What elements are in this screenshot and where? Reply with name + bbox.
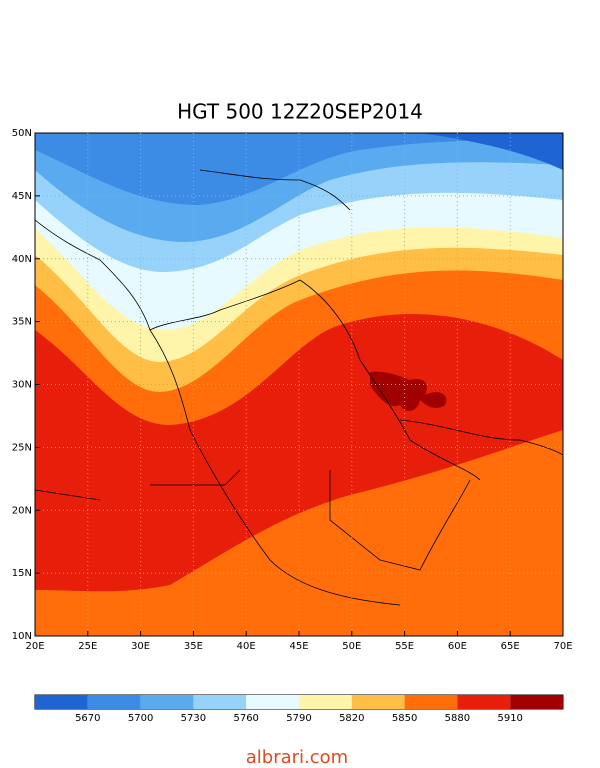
colorbar-swatch bbox=[35, 695, 88, 709]
colorbar-swatch bbox=[299, 695, 352, 709]
lon-label: 25E bbox=[78, 641, 97, 652]
colorbar-label: 5880 bbox=[445, 713, 470, 724]
lon-label: 60E bbox=[448, 641, 467, 652]
colorbar-swatch bbox=[87, 695, 141, 709]
watermark: albrari.com bbox=[246, 747, 348, 768]
band bbox=[420, 133, 563, 170]
lat-label: 15N bbox=[12, 568, 32, 579]
colorbar-swatch bbox=[351, 695, 405, 709]
lon-label: 70E bbox=[553, 641, 572, 652]
colorbar-label: 5760 bbox=[233, 713, 258, 724]
lon-label: 65E bbox=[501, 641, 520, 652]
colorbar-swatch bbox=[510, 695, 563, 709]
lat-label: 20N bbox=[12, 505, 32, 516]
lon-label: 20E bbox=[25, 641, 44, 652]
colorbar-label: 5820 bbox=[339, 713, 364, 724]
lon-label: 35E bbox=[184, 641, 203, 652]
colorbar-label: 5670 bbox=[75, 713, 100, 724]
lat-label: 45N bbox=[12, 191, 32, 202]
lon-label: 50E bbox=[342, 641, 361, 652]
band bbox=[35, 313, 563, 592]
lat-label: 25N bbox=[12, 442, 32, 453]
lat-label: 35N bbox=[12, 317, 32, 328]
map-title: HGT 500 12Z20SEP2014 bbox=[177, 100, 423, 124]
colorbar-swatch bbox=[457, 695, 511, 709]
colorbar-label: 5790 bbox=[286, 713, 311, 724]
colorbar-label: 5850 bbox=[392, 713, 417, 724]
colorbar-swatch bbox=[246, 695, 299, 709]
lat-label: 50N bbox=[12, 128, 32, 139]
coastlines bbox=[35, 169, 563, 606]
colorbar-swatch bbox=[193, 695, 247, 709]
lat-label: 10N bbox=[12, 631, 32, 642]
lon-label: 30E bbox=[131, 641, 150, 652]
band bbox=[370, 371, 447, 412]
lon-label: 45E bbox=[289, 641, 308, 652]
colorbar-swatch bbox=[404, 695, 458, 709]
lat-label: 40N bbox=[12, 254, 32, 265]
map bbox=[35, 133, 563, 636]
colorbar-swatch bbox=[140, 695, 194, 709]
lon-label: 40E bbox=[237, 641, 256, 652]
lat-label: 30N bbox=[12, 380, 32, 391]
lon-label: 55E bbox=[395, 641, 414, 652]
colorbar-label: 5700 bbox=[128, 713, 153, 724]
colorbar-label: 5730 bbox=[181, 713, 206, 724]
colorbar-label: 5910 bbox=[497, 713, 522, 724]
